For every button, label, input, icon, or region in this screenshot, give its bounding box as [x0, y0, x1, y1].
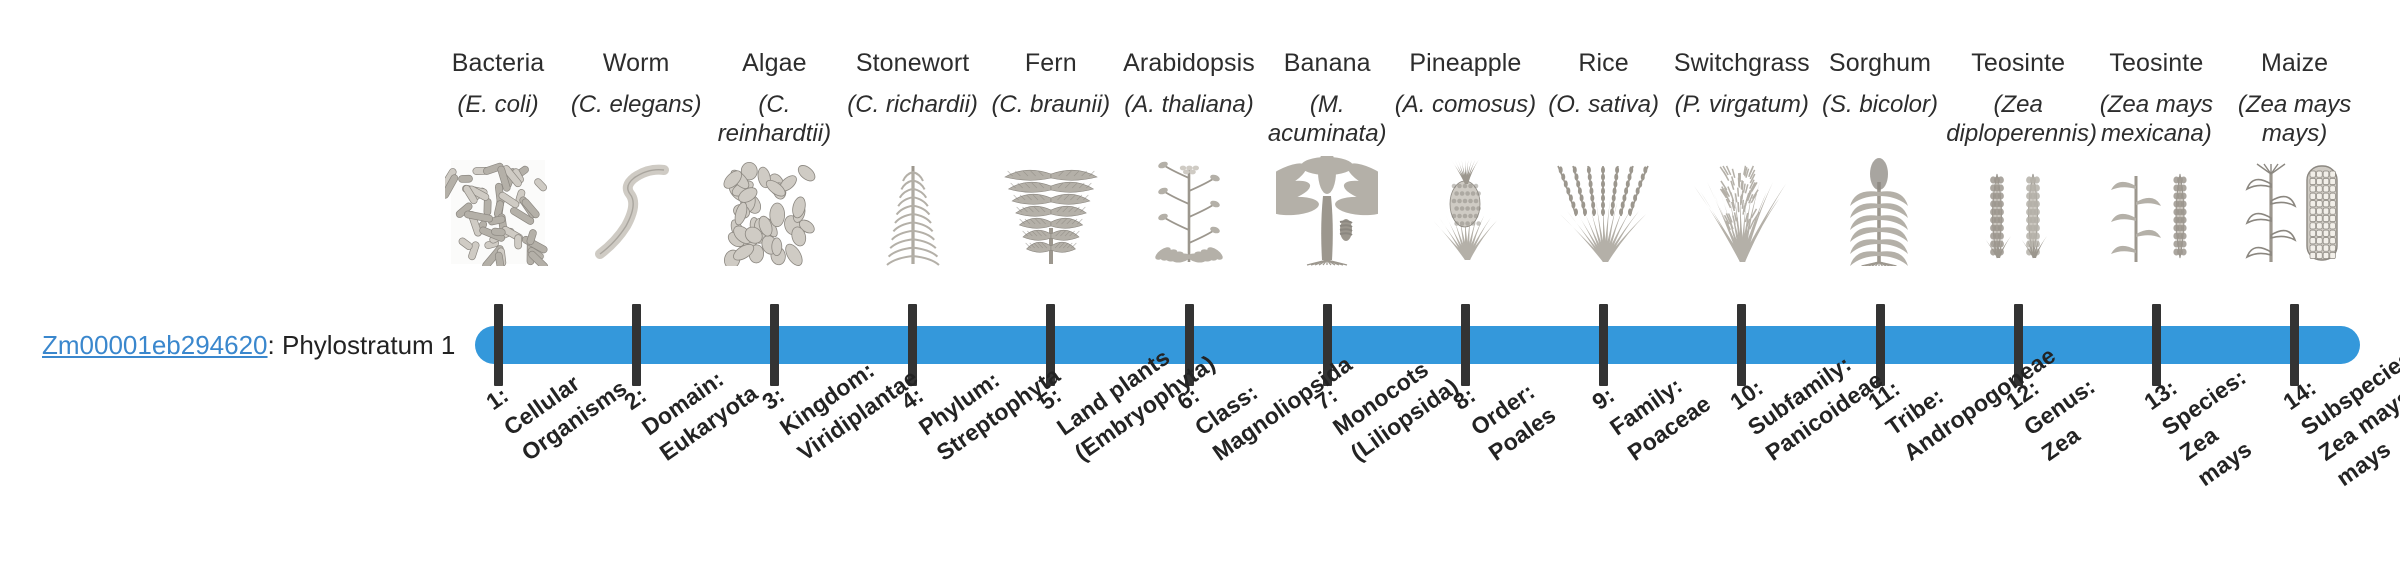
tick-mark-12 [2013, 304, 2023, 386]
species-common-name: Arabidopsis [1123, 49, 1255, 77]
species-scientific-name: (A. comosus) [1394, 91, 1537, 118]
tick-mark-10 [1737, 304, 1747, 386]
species-scientific-name: (O. sativa) [1548, 91, 1659, 118]
species-column-fern-5: Fern (C. braunii) [977, 48, 1125, 264]
species-scientific-name: (M. acuminata) [1267, 91, 1387, 147]
phylostratum-bar [475, 326, 2360, 364]
species-common-name: Worm [602, 49, 670, 77]
sorghum-illustration [1817, 158, 1943, 266]
species-column-maize-14: Maize (Zea mays mays) [2221, 48, 2369, 262]
banana-plant-illustration [1264, 156, 1390, 266]
species-common-name: Rice [1578, 49, 1629, 77]
species-column-rice-9: Rice (O. sativa) [1530, 48, 1678, 262]
algae-illustration [711, 158, 837, 266]
tick-mark-14 [2290, 304, 2300, 386]
switchgrass-illustration [1679, 158, 1805, 266]
tick-mark-8 [1460, 304, 1470, 386]
tick-mark-3 [769, 304, 779, 386]
species-scientific-name: (Zea diploperennis) [1946, 91, 2097, 147]
arabidopsis-illustration [1126, 158, 1252, 266]
tick-mark-13 [2151, 304, 2161, 386]
species-common-name: Fern [1024, 49, 1077, 77]
tick-mark-4 [908, 304, 918, 386]
species-scientific-name: (C. elegans) [570, 91, 702, 118]
pineapple-illustration [1402, 158, 1528, 266]
species-scientific-name: (A. thaliana) [1124, 91, 1254, 118]
tick-mark-2 [631, 304, 641, 386]
species-scientific-name: (Zea mays mays) [2237, 91, 2352, 147]
tick-mark-1 [493, 304, 503, 386]
maize-cob-illustration [2232, 158, 2358, 266]
nematode-illustration [573, 158, 699, 266]
species-common-name: Banana [1283, 49, 1371, 77]
bacteria-illustration [435, 158, 561, 266]
species-common-name: Teosinte [1971, 49, 2066, 77]
species-scientific-name: (C. reinhardtii) [717, 91, 832, 147]
species-column-algae-3: Algae (C. reinhardtii) [700, 48, 848, 266]
species-column-worm-2: Worm (C. elegans) [562, 48, 710, 259]
tick-mark-7 [1322, 304, 1332, 386]
tick-mark-9 [1599, 304, 1609, 386]
species-scientific-name: (S. bicolor) [1821, 91, 1939, 118]
tick-mark-6 [1184, 304, 1194, 386]
species-common-name: Pineapple [1409, 49, 1522, 77]
species-column-stonewort-4: Stonewort (C. richardii) [839, 48, 987, 266]
species-scientific-name: (P. virgatum) [1674, 91, 1809, 118]
species-column-bacteria-1: Bacteria (E. coli) [424, 48, 572, 266]
species-column-teosinte-12: Teosinte (Zea diploperennis) [1944, 48, 2097, 259]
species-scientific-name: (C. braunii) [991, 91, 1111, 118]
stonewort-illustration [850, 158, 976, 266]
species-column-banana-7: Banana (M. acuminata) [1253, 48, 1401, 266]
gene-phylostratum-label: Zm00001eb294620: Phylostratum 1 [42, 330, 455, 360]
species-common-name: Switchgrass [1673, 49, 1810, 77]
species-common-name: Maize [2261, 49, 2329, 77]
fern-illustration [988, 158, 1114, 266]
gene-id-link[interactable]: Zm00001eb294620 [42, 330, 268, 360]
species-common-name: Stonewort [855, 49, 970, 77]
species-common-name: Teosinte [2109, 49, 2204, 77]
teosinte-ears-illustration [1955, 158, 2081, 266]
tick-mark-11 [1875, 304, 1885, 386]
species-common-name: Bacteria [451, 49, 545, 77]
species-column-sorghum-11: Sorghum (S. bicolor) [1806, 48, 1954, 266]
species-column-teosinte-13: Teosinte (Zea mays mexicana) [2082, 48, 2230, 262]
rice-plant-illustration [1541, 158, 1667, 266]
species-scientific-name: (Zea mays mexicana) [2099, 91, 2214, 147]
tick-mark-5 [1046, 304, 1056, 386]
species-scientific-name: (C. richardii) [847, 91, 978, 118]
species-common-name: Algae [742, 49, 807, 77]
species-scientific-name: (E. coli) [457, 91, 539, 118]
species-column-arabidopsis-6: Arabidopsis (A. thaliana) [1115, 48, 1263, 263]
species-column-pineapple-8: Pineapple (A. comosus) [1391, 48, 1539, 260]
species-common-name: Sorghum [1828, 49, 1932, 77]
teosinte-mexicana-illustration [2093, 158, 2219, 266]
phylostratum-text: : Phylostratum 1 [267, 330, 456, 360]
species-column-switchgrass-10: Switchgrass (P. virgatum) [1668, 48, 1816, 262]
